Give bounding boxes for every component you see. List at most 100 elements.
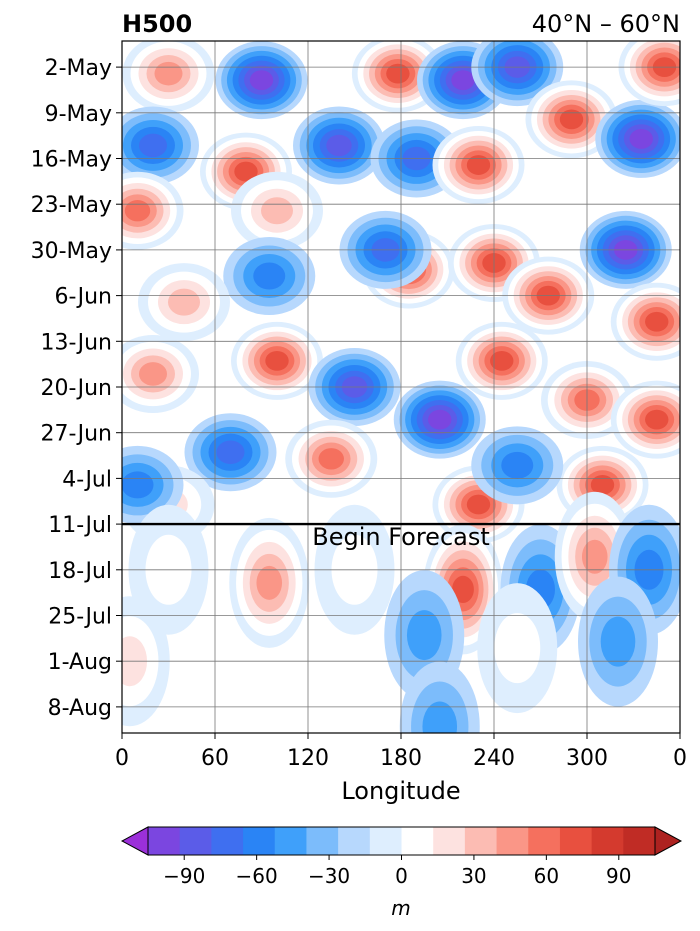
- contour-band: [256, 565, 283, 600]
- contour-band: [265, 350, 289, 371]
- y-tick-label: 9-May: [45, 102, 112, 127]
- contour-band: [386, 63, 410, 84]
- anomaly-center: [122, 334, 199, 413]
- y-axis: 2-May 9-May 16-May 23-May 30-May 6-Jun 13-Jun 2…: [31, 56, 122, 721]
- colorbar-segment: [401, 827, 434, 855]
- colorbar-tick-label: −90: [163, 864, 205, 888]
- contour-band: [452, 575, 474, 603]
- colorbar-label: m: [391, 896, 410, 920]
- y-tick-label: 11-Jul: [48, 513, 112, 538]
- colorbar-segment: [211, 827, 244, 855]
- contour-band: [124, 200, 151, 222]
- contour-band: [490, 350, 514, 371]
- contour-band: [581, 539, 608, 574]
- anomaly-center: [229, 517, 310, 648]
- colorbar-segment: [496, 827, 529, 855]
- anomaly-center: [122, 41, 215, 113]
- colorbar-segment: [148, 827, 181, 855]
- y-tick-label: 27-Jun: [40, 422, 112, 447]
- colorbar-segment: [274, 827, 307, 855]
- colorbar-tick-label: 0: [395, 864, 408, 888]
- contour-band: [234, 161, 258, 182]
- contour-band: [501, 451, 534, 479]
- contour-band: [451, 70, 475, 91]
- contour-band: [645, 311, 669, 332]
- anomaly-center: [399, 661, 480, 733]
- anomaly-center: [618, 41, 680, 107]
- contour-band: [253, 262, 286, 290]
- contour-band: [559, 109, 584, 130]
- anomaly-center: [122, 445, 184, 524]
- colorbar-segment: [338, 827, 371, 855]
- contour-band: [629, 129, 653, 149]
- contour-band: [216, 440, 245, 465]
- colorbar-segment: [369, 827, 402, 855]
- chart-title: H500: [122, 10, 192, 38]
- x-axis: 0 60 120 180 240 300 0: [115, 733, 687, 771]
- x-axis-label: Longitude: [341, 777, 460, 805]
- anomaly-center: [393, 380, 486, 459]
- colorbar-segment: [623, 827, 656, 855]
- y-tick-label: 6-Jun: [54, 285, 112, 310]
- y-tick-label: 18-Jul: [48, 559, 112, 584]
- colorbar-tick-label: 30: [461, 864, 486, 888]
- contour-band: [590, 475, 615, 495]
- contour-band: [139, 362, 167, 386]
- colorbar-tick-label: −30: [308, 864, 350, 888]
- anomaly-center: [138, 263, 230, 342]
- contour-band: [154, 61, 183, 86]
- y-tick-label: 1-Aug: [48, 650, 112, 675]
- colorbar-segment: [243, 827, 276, 855]
- colorbar-segment: [464, 827, 498, 855]
- colorbar-segment: [433, 827, 466, 855]
- colorbar-segment: [528, 827, 561, 855]
- anomaly-center: [477, 583, 558, 714]
- contour-band: [249, 70, 274, 91]
- contour-band: [261, 197, 293, 225]
- contour-band: [600, 616, 636, 667]
- contour-band: [168, 288, 200, 316]
- contour-band: [428, 409, 452, 430]
- y-tick-label: 13-Jun: [40, 330, 112, 355]
- colorbar-segment: [179, 827, 212, 855]
- colorbar-tick-label: 60: [534, 864, 559, 888]
- y-tick-label: 8-Aug: [48, 696, 112, 721]
- x-tick-label: 120: [287, 746, 329, 771]
- y-tick-label: 23-May: [31, 193, 112, 218]
- colorbar-segment: [559, 827, 593, 855]
- y-tick-label: 20-Jun: [40, 376, 112, 401]
- anomaly-center: [471, 426, 564, 505]
- forecast-label: Begin Forecast: [312, 523, 490, 551]
- anomaly-center: [293, 106, 385, 185]
- anomaly-center: [215, 41, 308, 120]
- colorbar-tick-label: −60: [236, 864, 278, 888]
- colorbar-segment: [591, 827, 624, 855]
- x-tick-label: 300: [566, 746, 608, 771]
- x-tick-label: 60: [201, 746, 229, 771]
- anomaly-center: [595, 99, 680, 178]
- anomaly-center: [223, 237, 316, 316]
- x-tick-label: 240: [473, 746, 515, 771]
- anomaly-center: [122, 171, 184, 250]
- colorbar-ticks: −90 −60 −30 0 30 60 90: [163, 855, 632, 888]
- colorbar-max-arrow: [654, 826, 683, 856]
- y-tick-label: 16-May: [31, 148, 112, 173]
- contour-band: [318, 448, 344, 470]
- contour-band: [645, 409, 669, 430]
- anomaly-center: [231, 321, 323, 400]
- x-tick-label: 0: [115, 746, 129, 771]
- colorbar-segment: [306, 827, 339, 855]
- latitude-band-label: 40°N – 60°N: [532, 10, 680, 38]
- anomaly-center: [231, 171, 323, 250]
- contour-plot-area: [122, 41, 680, 733]
- anomaly-center: [455, 321, 548, 400]
- y-tick-label: 25-Jul: [48, 604, 112, 629]
- anomaly-center: [610, 282, 680, 361]
- anomaly-center: [525, 80, 618, 159]
- anomaly-center: [610, 380, 680, 459]
- contour-band: [466, 494, 491, 515]
- contour-band: [406, 610, 442, 661]
- colorbar-tick-label: 90: [606, 864, 631, 888]
- contour-band: [422, 701, 458, 733]
